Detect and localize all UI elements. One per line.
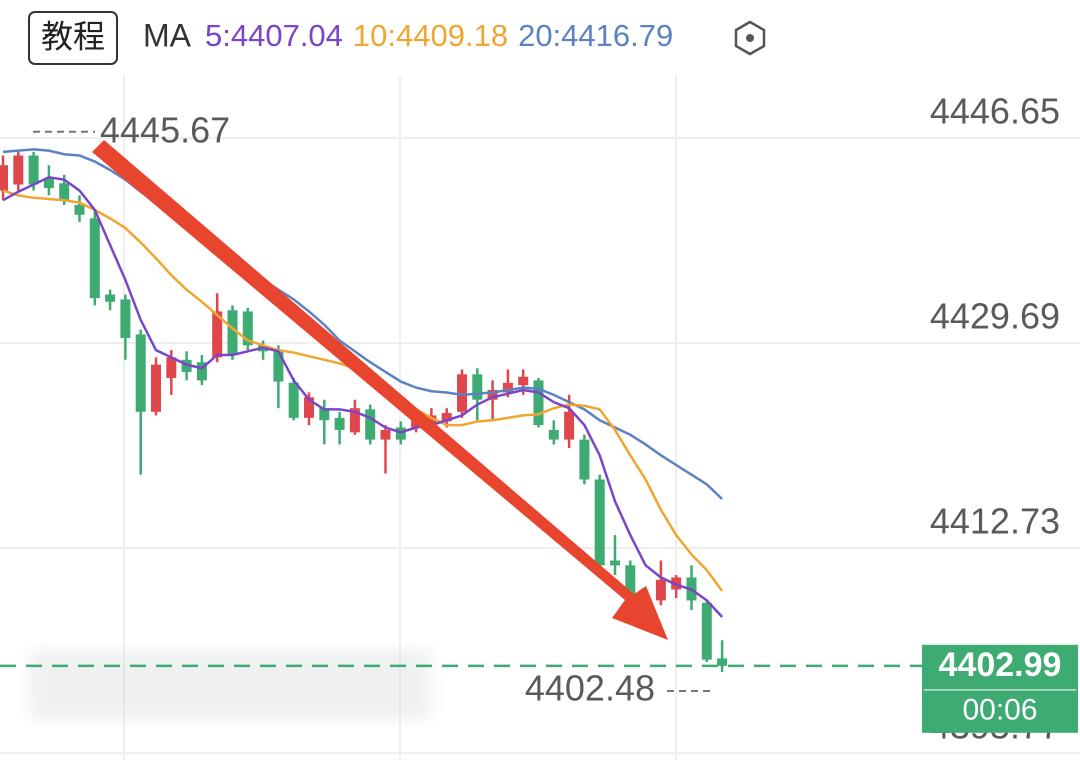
candle-body	[166, 357, 177, 378]
candle-body	[610, 560, 620, 566]
candle-body	[105, 294, 116, 302]
ma-line	[2, 175, 724, 618]
candle-body	[304, 397, 314, 418]
y-tick-label: 4412.73	[930, 501, 1060, 542]
ma-label: MA	[143, 17, 192, 53]
candle-body	[349, 408, 360, 433]
candle-body	[0, 165, 8, 191]
candle-body	[59, 183, 70, 201]
candle-body	[655, 579, 666, 601]
candle-body	[548, 429, 559, 440]
candle-body	[135, 334, 146, 412]
candle-body	[196, 362, 207, 381]
candle-body	[28, 155, 39, 185]
countdown-label: 00:06	[962, 694, 1037, 727]
candle-body	[13, 155, 24, 185]
watermark	[30, 650, 430, 720]
last-price-label: 4402.99	[939, 646, 1062, 684]
ma-line	[2, 148, 723, 500]
ma-legend: 5:4407.04 10:4409.18 20:4416.79	[205, 18, 673, 53]
candle-body	[380, 429, 391, 440]
candle-body	[89, 218, 100, 299]
candle-body	[334, 417, 345, 430]
header: 教程 MA 5:4407.04 10:4409.18 20:4416.79	[28, 11, 766, 65]
candle-body	[533, 380, 544, 426]
ma-legend-item: 20:4416.79	[518, 18, 673, 53]
candle-body	[701, 602, 712, 660]
candle-body	[227, 310, 238, 355]
y-tick-label: 4446.65	[930, 90, 1060, 131]
candle-body	[487, 390, 498, 400]
ma-line	[2, 189, 724, 592]
tutorial-button-label: 教程	[41, 18, 105, 54]
candle-body	[365, 409, 376, 440]
overlay: 4446.654429.694412.734395.774445.674402.…	[0, 90, 1078, 747]
candle-body	[288, 382, 299, 418]
settings-icon[interactable]	[734, 20, 766, 56]
grid	[0, 75, 1080, 760]
high-marker-label: 4445.67	[100, 109, 230, 150]
candle-body	[74, 205, 85, 215]
candle-body	[151, 364, 161, 412]
candle-body	[594, 479, 605, 566]
candle-body	[625, 565, 636, 601]
candle-body	[579, 439, 590, 480]
last-price-box	[922, 644, 1078, 733]
candle-body	[717, 658, 728, 666]
ma-legend-item: 5:4407.04	[205, 18, 343, 53]
candle-body	[564, 411, 575, 440]
candle-body	[273, 350, 284, 382]
candle-body	[457, 374, 467, 412]
candle-body	[441, 413, 452, 422]
settings-icon-dot	[746, 34, 754, 42]
candle-body	[472, 374, 483, 400]
y-tick-label: 4429.69	[930, 296, 1060, 337]
trend-arrow	[92, 140, 668, 640]
low-marker-label: 4402.48	[525, 667, 655, 708]
ma-legend-item: 10:4409.18	[353, 18, 508, 53]
candle-body	[120, 299, 131, 339]
tutorial-button[interactable]	[28, 11, 118, 65]
candle-body	[502, 382, 513, 393]
candle-body	[518, 376, 529, 386]
candle-body	[43, 178, 54, 189]
candle-body	[319, 408, 330, 421]
candle-body	[242, 311, 253, 346]
candle-body	[212, 311, 223, 358]
